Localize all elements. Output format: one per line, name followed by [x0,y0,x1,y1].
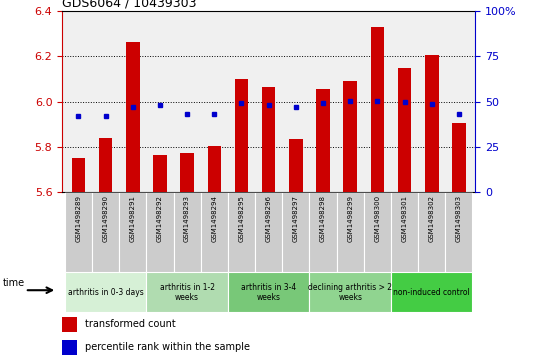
Bar [65,192,92,272]
Text: declining arthritis > 2
weeks: declining arthritis > 2 weeks [308,282,392,302]
Text: arthritis in 3-4
weeks: arthritis in 3-4 weeks [241,282,296,302]
Bar [92,192,119,272]
Bar [370,27,384,192]
Text: GSM1498303: GSM1498303 [456,195,462,242]
Text: non-induced control: non-induced control [393,288,470,297]
Text: GDS6064 / 10439303: GDS6064 / 10439303 [62,0,197,10]
Bar [119,192,146,272]
Bar [65,272,146,312]
Text: arthritis in 1-2
weeks: arthritis in 1-2 weeks [160,282,214,302]
Bar [62,339,77,355]
Bar [391,192,418,272]
Bar [180,153,194,192]
Text: GSM1498290: GSM1498290 [103,195,109,242]
Text: GSM1498291: GSM1498291 [130,195,136,242]
Bar [446,192,472,272]
Bar [153,155,167,192]
Bar [391,272,472,312]
Bar [262,87,275,192]
Text: GSM1498298: GSM1498298 [320,195,326,242]
Text: time: time [3,278,25,289]
Text: GSM1498292: GSM1498292 [157,195,163,242]
Text: GSM1498297: GSM1498297 [293,195,299,242]
Bar [235,79,248,192]
Bar [146,272,228,312]
Text: GSM1498301: GSM1498301 [402,195,408,242]
Bar [228,272,309,312]
Text: transformed count: transformed count [85,319,176,330]
Text: GSM1498296: GSM1498296 [266,195,272,242]
Text: GSM1498300: GSM1498300 [374,195,380,242]
Text: GSM1498299: GSM1498299 [347,195,353,242]
Bar [398,68,411,192]
Bar [364,192,391,272]
Bar [425,55,438,192]
Text: percentile rank within the sample: percentile rank within the sample [85,342,250,352]
Bar [309,192,336,272]
Text: GSM1498294: GSM1498294 [211,195,217,242]
Bar [173,192,201,272]
Bar [99,138,112,192]
Bar [336,192,364,272]
Bar [201,192,228,272]
Text: GSM1498289: GSM1498289 [76,195,82,242]
Text: GSM1498302: GSM1498302 [429,195,435,242]
Bar [62,317,77,332]
Bar [452,123,465,192]
Text: GSM1498295: GSM1498295 [239,195,245,242]
Bar [255,192,282,272]
Bar [126,41,139,192]
Bar [72,158,85,192]
Bar [418,192,446,272]
Bar [282,192,309,272]
Bar [309,272,391,312]
Bar [146,192,173,272]
Bar [316,89,330,192]
Bar [343,81,357,192]
Bar [228,192,255,272]
Text: arthritis in 0-3 days: arthritis in 0-3 days [68,288,144,297]
Bar [289,139,302,192]
Text: GSM1498293: GSM1498293 [184,195,190,242]
Bar [207,146,221,192]
